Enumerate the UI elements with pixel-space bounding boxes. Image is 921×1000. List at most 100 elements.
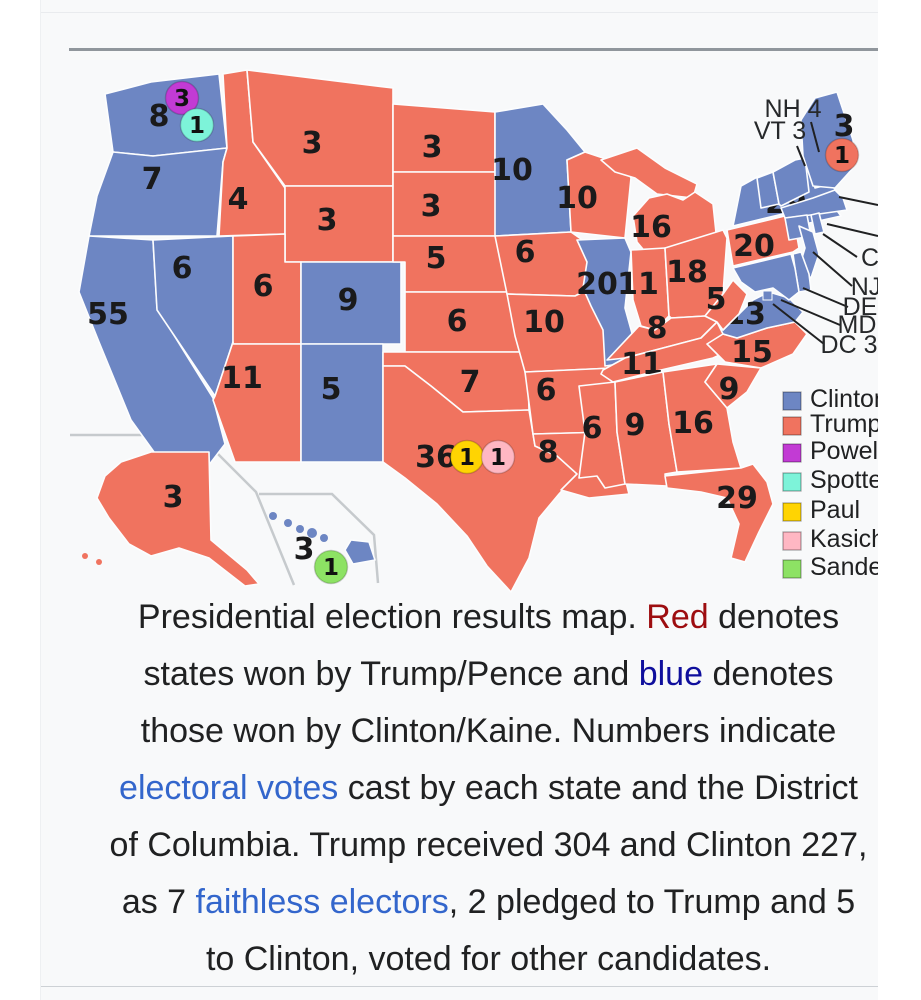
caption-red-word: Red [646,598,709,636]
state-votes-wa: 8 [149,99,170,134]
state-votes-ak: 3 [163,480,184,515]
caption-line: as 7 faithless electors, 2 pledged to Tr… [41,874,878,931]
state-votes-mo: 10 [523,305,565,340]
state-dc [762,290,773,301]
legend-swatch-sanders [782,559,802,579]
state-hi-island [320,534,328,542]
state-hi-island [269,512,277,520]
legend-label-powell: Powell [810,437,878,465]
state-or [88,147,228,237]
state-ri [810,212,825,235]
state-votes-ms: 6 [582,411,603,446]
caption-text: those won by Clinton/Kaine. Numbers indi… [140,712,837,750]
marker-powell-wa [164,80,200,116]
marker-votes: 1 [323,555,339,581]
state-votes-sd: 3 [421,189,442,224]
image-caption-text: Presidential election results map. Red d… [41,589,878,988]
alaska-inset-border [70,433,296,586]
state-ak-island [82,553,88,559]
state-votes-co: 9 [338,283,359,318]
callout-label-de: DE [843,293,878,321]
state-votes-or: 7 [142,162,163,197]
state-votes-mt: 3 [302,126,323,161]
state-votes-sc: 9 [719,372,740,407]
state-votes-nv: 6 [172,251,193,286]
state-ak-island [96,559,102,565]
legend-swatch-clinton [782,391,802,411]
caption-line: of Columbia. Trump received 304 and Clin… [41,817,878,874]
state-votes-ar: 6 [536,373,557,408]
caption-text: denotes [708,598,840,636]
state-hi-island [307,528,317,538]
state-wv [704,279,748,331]
marker-votes: 1 [490,445,506,471]
state-votes-me: 3 [834,109,855,144]
callout-label-nj: NJ [851,273,878,301]
state-votes-mn: 10 [491,153,533,188]
legend-label-paul: Paul [810,496,860,524]
legend-label-spotted_eagle: Spotted Eagle [810,466,878,494]
state-hi-island [284,519,292,527]
caption-text: of Columbia. Trump received 304 and Clin… [109,826,868,864]
caption-text: cast by each state and the District [338,769,858,807]
caption-link[interactable]: faithless electors [195,883,449,921]
state-ak [96,451,260,587]
marker-votes: 1 [459,445,475,471]
state-votes-fl: 29 [716,481,758,516]
state-hi [344,539,376,565]
state-nd [392,103,496,173]
state-votes-mi: 16 [630,210,672,245]
caption-text: denotes [703,655,834,693]
infobox-image-section: 8 7 55 6 4 3 3 6 9 11 5 3 3 5 6 7 36 10 6 10 6 8 10 20 16 11 18 8 11… [40,0,878,1000]
state-votes-wy: 3 [317,203,338,238]
legend-label-sanders: Sanders [810,553,878,581]
callout-label-dc-3: DC 3 [821,331,878,359]
legend-swatch-powell [782,443,802,463]
state-votes-wi: 10 [556,181,598,216]
legend-swatch-paul [782,502,802,522]
bottom-divider [41,986,878,987]
callout-label-nh-4: NH 4 [765,95,822,123]
infobox-rule [69,48,878,51]
state-votes-in: 11 [617,267,659,302]
state-votes-wv: 5 [706,282,727,317]
caption-link[interactable]: electoral votes [119,769,339,807]
legend-label-trump: Trump [810,410,878,438]
state-wy [284,185,394,263]
callout-label-vt-3: VT 3 [754,117,806,145]
state-votes-ok: 7 [460,365,481,400]
marker-spotted_eagle-wa [179,107,215,143]
caption-line: Presidential election results map. Red d… [41,589,878,646]
callout-leader-line [772,303,825,345]
state-votes-ut: 6 [253,269,274,304]
state-co [300,261,402,345]
callout-leader-line [812,251,853,287]
state-votes-oh: 18 [666,255,708,290]
caption-text: , 2 pledged to Trump and 5 [448,883,856,921]
caption-text: to Clinton, voted for other candidates. [205,940,772,978]
state-votes-hi: 3 [294,532,315,567]
caption-line: to Clinton, voted for other candidates. [41,931,878,988]
marker-votes: 3 [174,86,190,112]
state-votes-ca: 55 [87,297,129,332]
caption-text: states won by Trump/Pence and [143,655,639,693]
state-votes-la: 8 [538,435,559,470]
caption-blue-word: blue [638,655,703,693]
callout-leader-line [796,145,806,167]
marker-sanders-hi [313,549,349,585]
state-votes-az: 11 [221,361,263,396]
legend-swatch-spotted_eagle [782,472,802,492]
state-votes-nc: 15 [731,335,773,370]
caption-line: those won by Clinton/Kaine. Numbers indi… [41,703,878,760]
state-votes-nd: 3 [422,130,443,165]
state-votes-id: 4 [228,182,249,217]
callout-leader-line [802,287,849,308]
caption-text: as 7 [121,883,196,921]
callout-leader-line [838,196,878,206]
state-nm [300,343,384,463]
caption-line: electoral votes cast by each state and t… [41,760,878,817]
state-votes-ne: 5 [426,241,447,276]
top-divider [41,12,878,13]
